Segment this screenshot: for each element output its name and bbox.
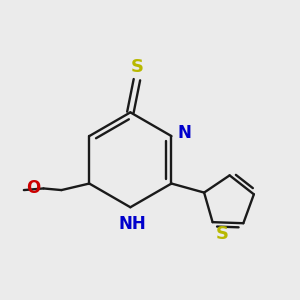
Text: NH: NH [118,215,146,233]
Text: S: S [130,58,143,76]
Text: S: S [216,225,229,243]
Text: N: N [178,124,192,142]
Text: O: O [27,179,41,197]
